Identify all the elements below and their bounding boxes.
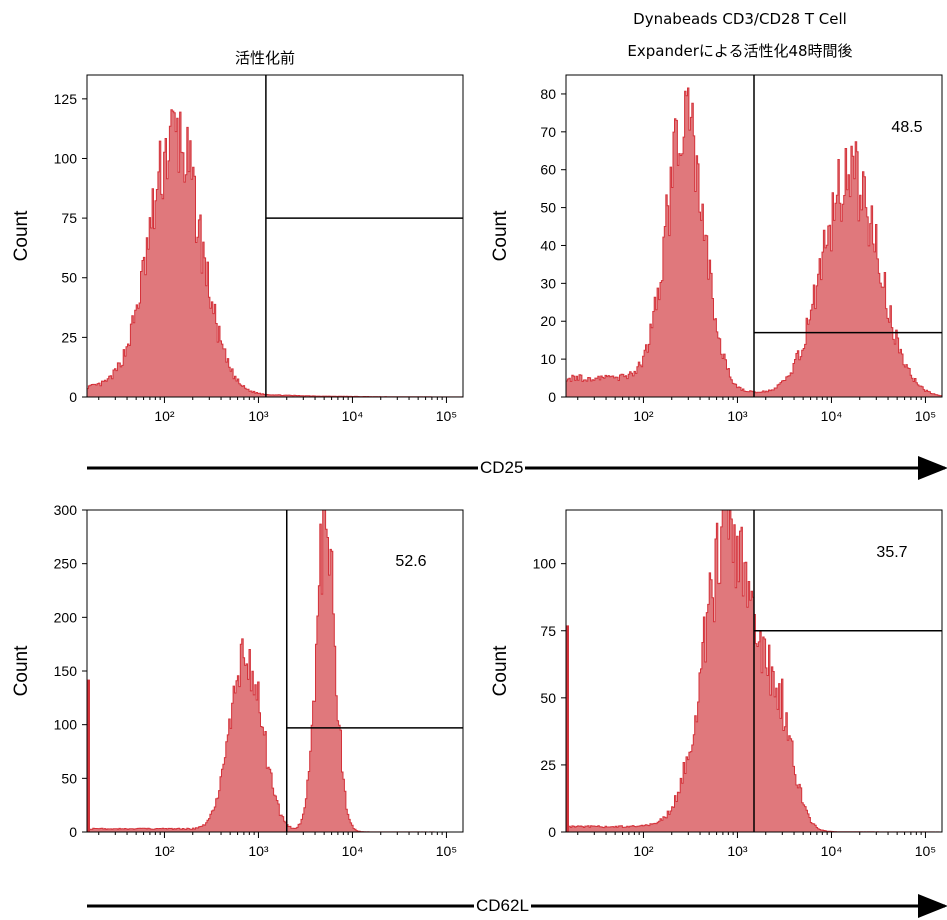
cd25-before-ytick-label: 125	[54, 91, 78, 107]
cd62l-before-ytick-label: 250	[54, 556, 78, 572]
cd25-after-gate-value: 48.5	[891, 119, 922, 136]
cd62l-after-ytick-label: 75	[540, 623, 556, 639]
cd62l-before-ytick-label: 300	[54, 502, 78, 518]
title-after-activation-line2: Expanderによる活性化48時間後	[627, 42, 853, 60]
cd25-after-ytick-label: 60	[540, 162, 556, 178]
title-after-activation-line1: Dynabeads CD3/CD28 T Cell	[633, 10, 847, 28]
cd62l-before-gate-value: 52.6	[395, 553, 426, 570]
cd25-before-panel: 0 25 50 75 100 125 10² 10³ 10⁴ 10⁵ Count	[11, 74, 464, 424]
cd25-before-plot-frame	[86, 74, 464, 398]
cd62l-after-ytick-label: 0	[548, 824, 556, 840]
cd25-before-ytick-label: 50	[61, 270, 77, 286]
cd25-before-xtick-label: 10³	[248, 408, 269, 424]
title-before-activation: 活性化前	[234, 49, 295, 67]
cd62l-after-ylabel: Count	[490, 645, 511, 696]
cd62l-after-ytick-label: 100	[533, 556, 557, 572]
cd25-after-ytick-label: 30	[540, 275, 556, 291]
cd62l-before-panel: 0 50 100 150 200 250 300 10² 10³ 10⁴ 10⁵ Count 52.6	[11, 502, 464, 859]
cd25-after-ylabel: Count	[490, 210, 511, 261]
cd25-before-xtick-label: 10⁴	[342, 408, 364, 424]
cd25-after-xtick-label: 10⁴	[821, 408, 843, 424]
cd62l-before-ytick-label: 0	[69, 824, 77, 840]
cd25-after-xtick-label: 10³	[727, 408, 748, 424]
cd62l-after-xtick-label: 10⁴	[821, 843, 843, 859]
cd25-after-ytick-label: 50	[540, 200, 556, 216]
cd25-after-ytick-label: 40	[540, 237, 556, 253]
cd25-after-ytick-label: 10	[540, 351, 556, 367]
cd25-before-xtick-label: 10²	[154, 408, 175, 424]
cd62l-before-xtick-label: 10⁵	[436, 843, 457, 859]
cd25-after-panel: 0 10 20 30 40 50 60 70 80 10² 10³ 10⁴ 10⁵ Count 48.5	[490, 74, 943, 424]
cd62l-after-ytick-label: 50	[540, 690, 556, 706]
cd25-before-ytick-label: 100	[54, 150, 78, 166]
cd62l-before-ytick-label: 100	[54, 717, 78, 733]
cd25-after-ytick-label: 70	[540, 124, 556, 140]
cd62l-axis-label: CD62L	[474, 896, 531, 916]
cd62l-before-ytick-label: 150	[54, 663, 78, 679]
cd25-after-xtick-label: 10⁵	[915, 408, 936, 424]
cd25-after-ytick-label: 80	[540, 86, 556, 102]
cd25-axis-label: CD25	[478, 458, 526, 478]
cd62l-before-xtick-label: 10²	[154, 843, 175, 859]
cd62l-after-xtick-label: 10⁵	[915, 843, 936, 859]
cd62l-after-edge-spike	[566, 625, 569, 832]
cd25-after-ytick-label: 20	[540, 313, 556, 329]
cd62l-before-edge-spike	[87, 679, 90, 832]
cd25-before-histogram	[86, 109, 464, 398]
cd25-after-histogram	[565, 87, 943, 398]
cd62l-before-xtick-label: 10⁴	[342, 843, 364, 859]
cd25-before-ytick-label: 25	[61, 329, 77, 345]
cd62l-after-panel: 0 25 50 75 100 10² 10³ 10⁴ 10⁵ Count 35.7	[490, 509, 943, 859]
cd62l-before-xtick-label: 10³	[248, 843, 269, 859]
cd25-before-xtick-label: 10⁵	[436, 408, 457, 424]
cd62l-before-ytick-label: 200	[54, 609, 78, 625]
cd62l-before-ytick-label: 50	[61, 770, 77, 786]
cd62l-after-xtick-label: 10²	[633, 843, 654, 859]
cd62l-after-ytick-label: 25	[540, 757, 556, 773]
cd25-before-ytick-label: 75	[61, 210, 77, 226]
cd62l-before-ylabel: Count	[11, 645, 32, 696]
cd62l-after-xtick-label: 10³	[727, 843, 748, 859]
cd25-before-ytick-label: 0	[69, 389, 77, 405]
cd25-before-ylabel: Count	[11, 210, 32, 261]
cd25-after-ytick-label: 0	[548, 389, 556, 405]
cd62l-after-gate-value: 35.7	[876, 544, 907, 561]
cd25-after-xtick-label: 10²	[633, 408, 654, 424]
